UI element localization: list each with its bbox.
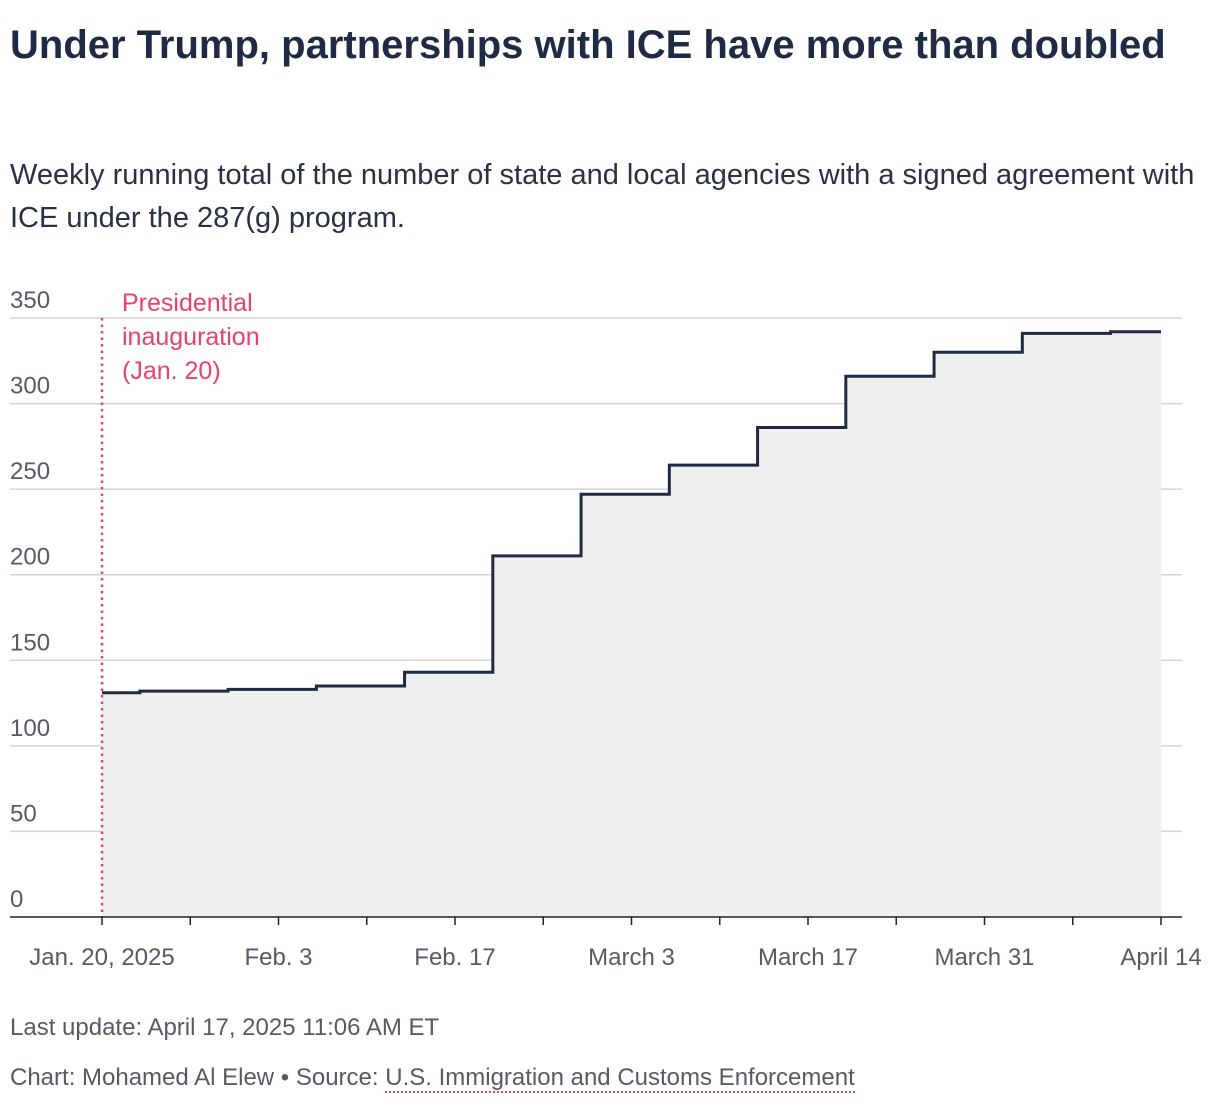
y-tick-label-200: 200 xyxy=(10,544,50,571)
y-tick-label-100: 100 xyxy=(10,715,50,742)
credit-text: Chart: Mohamed Al Elew • Source: xyxy=(10,1064,386,1091)
y-tick-label-350: 350 xyxy=(10,287,50,314)
annotation-line-1: Presidential xyxy=(122,289,253,317)
series-step-line xyxy=(102,330,1161,695)
y-tick-label-300: 300 xyxy=(10,373,50,400)
x-tick-label-2025-03-03: March 3 xyxy=(588,944,675,971)
y-tick-label-250: 250 xyxy=(10,458,50,485)
chart-title: Under Trump, partnerships with ICE have … xyxy=(10,23,1166,67)
inauguration-annotation: Presidential inauguration (Jan. 20) xyxy=(122,289,260,385)
annotation-line-3: (Jan. 20) xyxy=(122,357,221,385)
x-tick-label-2025-04-14: April 14 xyxy=(1120,944,1201,971)
step-line-chart: Presidential inauguration (Jan. 20) 0 50 100… xyxy=(10,287,1202,971)
x-tick-label-2025-02-17: Feb. 17 xyxy=(414,944,495,971)
y-tick-label-0: 0 xyxy=(10,886,23,913)
y-axis-tick-labels: 0 50 100 150 200 250 300 350 xyxy=(10,287,50,913)
area-fill xyxy=(102,331,1161,918)
chart-subtitle: Weekly running total of the number of st… xyxy=(10,159,1195,234)
area-fill-group xyxy=(102,331,1161,918)
annotation-line-2: inauguration xyxy=(122,323,260,351)
x-tick-label-2025-02-03: Feb. 3 xyxy=(244,944,312,971)
annotation-group: Presidential inauguration (Jan. 20) xyxy=(100,289,260,917)
x-tick-label-2025-03-31: March 31 xyxy=(934,944,1034,971)
x-tick-label-2025-01-20: Jan. 20, 2025 xyxy=(29,944,174,971)
y-tick-label-150: 150 xyxy=(10,629,50,656)
x-tick-label-2025-03-17: March 17 xyxy=(758,944,858,971)
last-update: Last update: April 17, 2025 11:06 AM ET xyxy=(10,1014,440,1041)
y-tick-label-50: 50 xyxy=(10,800,37,827)
chart-credits: Chart: Mohamed Al Elew • Source: U.S. Im… xyxy=(10,1064,855,1093)
x-axis xyxy=(10,916,1182,925)
source-link[interactable]: U.S. Immigration and Customs Enforcement xyxy=(385,1064,855,1093)
x-axis-tick-labels: Jan. 20, 2025 Feb. 3 Feb. 17 March 3 March 1… xyxy=(29,944,1201,971)
series-line-group xyxy=(102,330,1161,695)
